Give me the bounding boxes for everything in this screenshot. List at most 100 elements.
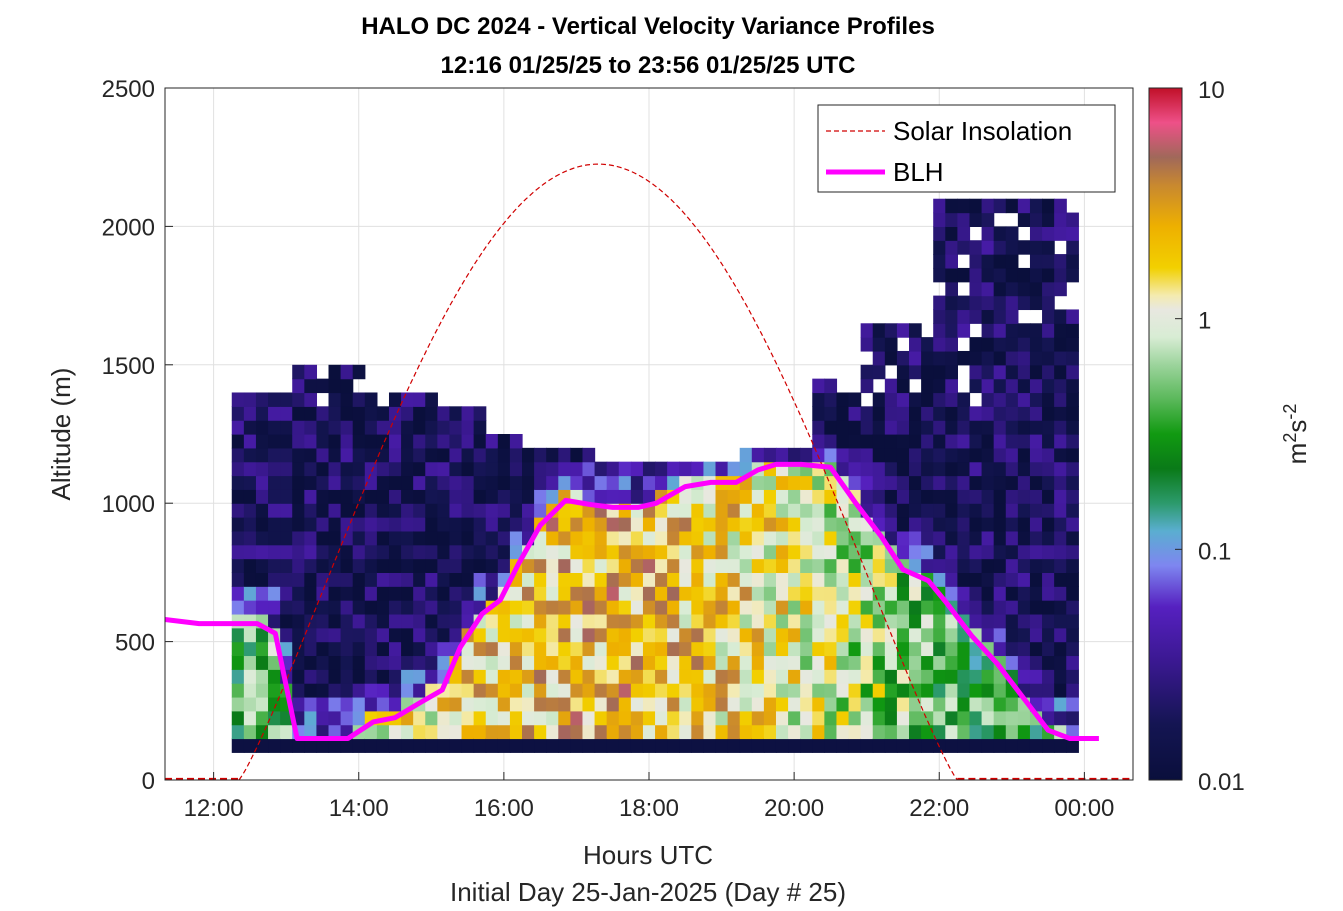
heatmap-cell: [703, 627, 717, 643]
heatmap-cell: [763, 724, 777, 740]
heatmap-cell: [775, 655, 789, 670]
heatmap-cell: [727, 655, 741, 670]
heatmap-cell: [1042, 337, 1055, 352]
heatmap-cell: [1017, 350, 1031, 366]
heatmap-cell: [268, 600, 281, 615]
heatmap-cell: [255, 447, 269, 463]
heatmap-cell: [594, 655, 608, 670]
heatmap-cell: [485, 586, 499, 601]
heatmap-cell: [763, 600, 777, 615]
heatmap-cell: [449, 613, 463, 629]
heatmap-cell: [376, 600, 390, 615]
heatmap-cell: [896, 489, 910, 504]
heatmap-cell: [243, 600, 257, 615]
heatmap-cell: [1017, 240, 1031, 255]
heatmap-cell: [485, 627, 499, 643]
heatmap-cell: [957, 572, 971, 587]
heatmap-cell: [679, 558, 692, 573]
heatmap-cell: [836, 406, 850, 421]
heatmap-cell: [981, 378, 995, 394]
heatmap-cell: [1029, 586, 1043, 601]
heatmap-cell: [1029, 295, 1043, 311]
heatmap-cell: [933, 198, 946, 214]
heatmap-cell: [763, 475, 777, 490]
heatmap-cell: [872, 350, 886, 366]
heatmap-cell: [534, 655, 547, 670]
heatmap-cell: [1029, 558, 1043, 573]
heatmap-cell: [630, 600, 644, 615]
heatmap-cell: [642, 572, 656, 587]
heatmap-cell: [352, 544, 366, 560]
heatmap-cell: [413, 627, 426, 643]
heatmap-cell: [909, 724, 922, 740]
heatmap-cell: [1054, 406, 1067, 421]
heatmap-cell: [824, 600, 838, 615]
heatmap-cell: [292, 641, 305, 657]
heatmap-cell: [957, 295, 971, 311]
heatmap-cell: [703, 710, 717, 726]
heatmap-cell: [957, 655, 971, 670]
heatmap-cell: [509, 489, 523, 504]
heatmap-cell: [1066, 475, 1079, 490]
heatmap-cell: [775, 572, 789, 587]
heatmap-cell: [1066, 724, 1079, 740]
heatmap-cell: [630, 683, 644, 698]
heatmap-cell: [388, 489, 402, 504]
heatmap-cell: [546, 517, 559, 532]
heatmap-cell: [1005, 461, 1019, 477]
heatmap-cell: [546, 461, 559, 477]
heatmap-cell: [1066, 572, 1079, 587]
heatmap-cell: [860, 586, 874, 601]
heatmap-cell: [497, 613, 511, 629]
heatmap-cell: [304, 364, 318, 380]
heatmap-cell: [691, 503, 705, 518]
heatmap-cell: [788, 572, 801, 587]
heatmap-cell: [316, 738, 330, 753]
heatmap-cell: [618, 586, 632, 601]
heatmap-cell: [969, 558, 983, 573]
heatmap-cell: [268, 461, 281, 477]
heatmap-cell: [243, 503, 257, 518]
heatmap-cell: [1066, 627, 1079, 643]
heatmap-cell: [231, 544, 245, 560]
heatmap-cell: [921, 696, 934, 712]
heatmap-cell: [1066, 254, 1079, 269]
heatmap-cell: [945, 420, 958, 435]
heatmap-cell: [558, 724, 571, 740]
heatmap-cell: [582, 447, 596, 463]
heatmap-cell: [437, 558, 451, 573]
heatmap-cell: [1054, 364, 1067, 380]
heatmap-cell: [1066, 212, 1079, 227]
heatmap-cell: [957, 669, 971, 684]
heatmap-cell: [679, 530, 692, 546]
heatmap-cell: [848, 724, 862, 740]
heatmap-cell: [594, 572, 608, 587]
heatmap-cell: [969, 295, 983, 311]
heatmap-cell: [255, 696, 269, 712]
heatmap-cell: [812, 586, 825, 601]
heatmap-cell: [461, 710, 475, 726]
heatmap-cell: [316, 724, 330, 740]
heatmap-cell: [340, 613, 354, 629]
heatmap-cell: [679, 503, 692, 518]
heatmap-cell: [292, 572, 305, 587]
heatmap-cell: [243, 586, 257, 601]
heatmap-cell: [413, 613, 426, 629]
heatmap-cell: [473, 586, 487, 601]
heatmap-cell: [437, 600, 451, 615]
heatmap-cell: [582, 696, 596, 712]
heatmap-cell: [1054, 600, 1067, 615]
heatmap-cell: [243, 420, 257, 435]
heatmap-cell: [655, 669, 668, 684]
heatmap-cell: [812, 696, 825, 712]
heatmap-cell: [1005, 489, 1019, 504]
heatmap-cell: [860, 447, 874, 463]
heatmap-cell: [509, 447, 523, 463]
heatmap-cell: [872, 683, 886, 698]
y-tick-label: 1500: [102, 353, 155, 380]
heatmap-cell: [739, 517, 753, 532]
heatmap-cell: [812, 489, 825, 504]
heatmap-cell: [255, 406, 269, 421]
heatmap-cell: [1017, 641, 1031, 657]
heatmap-cell: [606, 530, 620, 546]
